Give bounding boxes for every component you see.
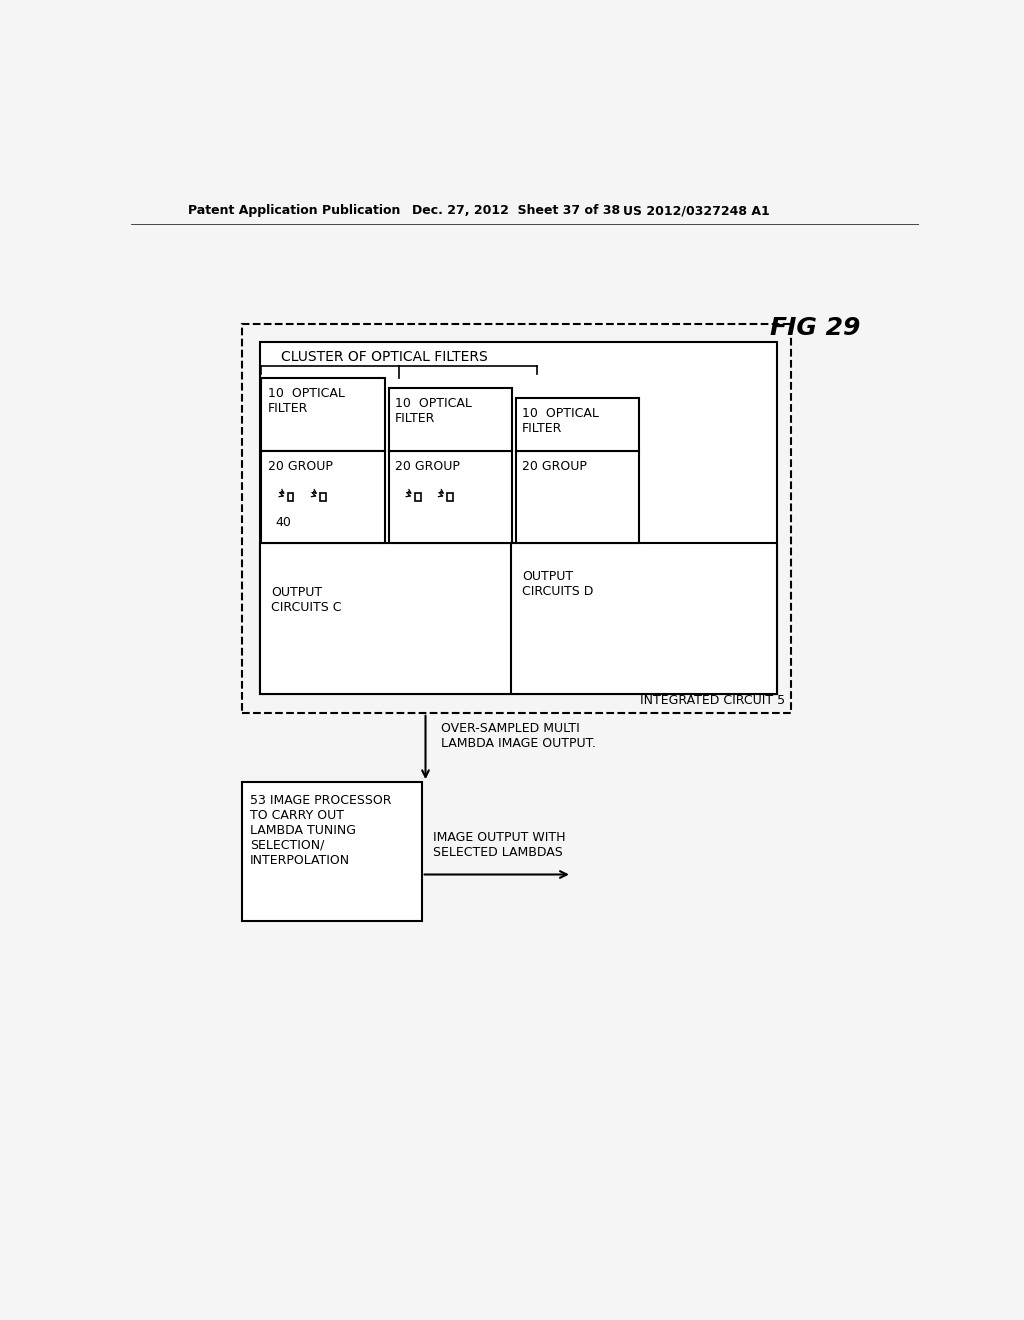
Text: OUTPUT
CIRCUITS D: OUTPUT CIRCUITS D bbox=[522, 570, 594, 598]
Text: OVER-SAMPLED MULTI
LAMBDA IMAGE OUTPUT.: OVER-SAMPLED MULTI LAMBDA IMAGE OUTPUT. bbox=[441, 722, 596, 750]
Text: 20 GROUP: 20 GROUP bbox=[267, 461, 333, 474]
Bar bbox=[260, 342, 777, 693]
Bar bbox=[288, 492, 294, 502]
Bar bbox=[515, 397, 639, 451]
Text: Dec. 27, 2012  Sheet 37 of 38: Dec. 27, 2012 Sheet 37 of 38 bbox=[412, 205, 620, 218]
Text: 10  OPTICAL
FILTER: 10 OPTICAL FILTER bbox=[394, 397, 471, 425]
Bar bbox=[260, 544, 777, 693]
Bar bbox=[321, 492, 326, 502]
Text: OUTPUT
CIRCUITS C: OUTPUT CIRCUITS C bbox=[271, 586, 342, 614]
Text: CLUSTER OF OPTICAL FILTERS: CLUSTER OF OPTICAL FILTERS bbox=[282, 350, 488, 364]
Bar bbox=[261, 378, 385, 451]
Text: INTEGRATED CIRCUIT 5: INTEGRATED CIRCUIT 5 bbox=[640, 693, 785, 706]
Bar bbox=[261, 451, 385, 544]
Text: US 2012/0327248 A1: US 2012/0327248 A1 bbox=[624, 205, 770, 218]
Bar bbox=[243, 323, 792, 713]
Text: 20 GROUP: 20 GROUP bbox=[394, 461, 460, 474]
Text: 10  OPTICAL
FILTER: 10 OPTICAL FILTER bbox=[267, 387, 344, 414]
Bar bbox=[415, 492, 421, 502]
Bar bbox=[447, 492, 453, 502]
Bar bbox=[515, 451, 639, 544]
Text: 20 GROUP: 20 GROUP bbox=[521, 461, 587, 474]
Bar bbox=[388, 451, 512, 544]
Text: IMAGE OUTPUT WITH
SELECTED LAMBDAS: IMAGE OUTPUT WITH SELECTED LAMBDAS bbox=[433, 832, 565, 859]
Bar bbox=[388, 388, 512, 451]
Text: Patent Application Publication: Patent Application Publication bbox=[188, 205, 400, 218]
Text: 10  OPTICAL
FILTER: 10 OPTICAL FILTER bbox=[521, 407, 599, 436]
Text: FIG 29: FIG 29 bbox=[770, 317, 860, 341]
Text: 40: 40 bbox=[275, 516, 291, 529]
Text: 53 IMAGE PROCESSOR
TO CARRY OUT
LAMBDA TUNING
SELECTION/
INTERPOLATION: 53 IMAGE PROCESSOR TO CARRY OUT LAMBDA T… bbox=[250, 793, 391, 867]
Bar bbox=[243, 781, 422, 921]
